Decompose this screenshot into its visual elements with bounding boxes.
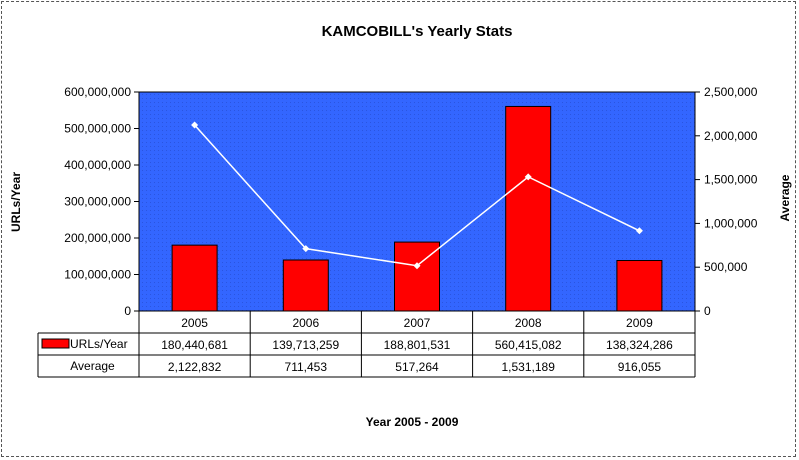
y-axis-title: URLs/Year <box>9 172 23 232</box>
data-label-urls: 139,713,259 <box>272 338 339 352</box>
y-tick-label: 500,000,000 <box>64 122 131 136</box>
chart-title: KAMCOBILL's Yearly Stats <box>322 23 513 40</box>
x-tick-label: 2009 <box>626 316 653 330</box>
data-label-average: 916,055 <box>618 360 662 374</box>
y-tick-label: 400,000,000 <box>64 158 131 172</box>
bar-2008 <box>505 105 552 312</box>
y2-tick-label: 500,000 <box>704 260 748 274</box>
y2-tick-label: 1,000,000 <box>704 216 758 230</box>
x-tick-label: 2008 <box>515 316 542 330</box>
data-label-urls: 138,324,286 <box>606 338 673 352</box>
y2-axis-ticks: 0 500,000 1,000,000 1,500,000 2,000,000 2,500… <box>695 85 758 318</box>
y2-axis-title: Average <box>778 174 792 221</box>
legend-swatch-urls <box>41 338 70 349</box>
x-tick-label: 2005 <box>181 316 208 330</box>
data-label-average: 711,453 <box>285 360 328 374</box>
bar-2006 <box>282 259 329 312</box>
y-axis-ticks: 0 100,000,000 200,000,000 300,000,000 400,00… <box>64 85 139 318</box>
y-tick-label: 0 <box>124 304 131 318</box>
y2-tick-label: 0 <box>704 304 711 318</box>
y-tick-label: 100,000,000 <box>64 268 131 282</box>
x-axis-title: Year 2005 - 2009 <box>366 415 459 429</box>
bar-2009 <box>616 260 663 312</box>
y2-tick-label: 2,500,000 <box>704 85 758 99</box>
data-label-average: 1,531,189 <box>502 360 556 374</box>
legend-label-urls: URLs/Year <box>70 337 128 351</box>
y2-tick-label: 1,500,000 <box>704 173 758 187</box>
bar-2005 <box>171 244 218 312</box>
data-label-urls: 188,801,531 <box>384 338 451 352</box>
average-point-2009 <box>635 227 643 235</box>
average-point-2006 <box>302 245 310 253</box>
y-tick-label: 300,000,000 <box>64 195 131 209</box>
data-label-urls: 180,440,681 <box>161 338 228 352</box>
y-tick-label: 600,000,000 <box>64 85 131 99</box>
data-label-average: 2,122,832 <box>168 360 222 374</box>
average-point-2005 <box>191 121 199 129</box>
data-table: 2005 2006 2007 2008 2009 URLs/Year Average 180,… <box>37 311 696 378</box>
plot-area <box>138 91 696 312</box>
legend-label-average: Average <box>70 359 115 373</box>
data-label-average: 517,264 <box>395 360 439 374</box>
x-tick-label: 2006 <box>292 316 319 330</box>
data-label-urls: 560,415,082 <box>495 338 562 352</box>
average-point-2007 <box>413 262 421 270</box>
y-tick-label: 200,000,000 <box>64 231 131 245</box>
average-point-2008 <box>524 173 532 181</box>
y2-tick-label: 2,000,000 <box>704 129 758 143</box>
x-tick-label: 2007 <box>404 316 431 330</box>
